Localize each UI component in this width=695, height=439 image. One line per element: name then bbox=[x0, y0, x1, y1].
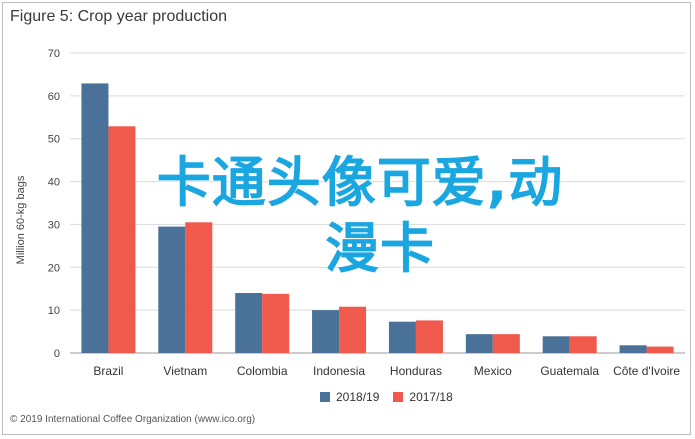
y-tick-label: 50 bbox=[48, 134, 60, 146]
bar-201819-vietnam bbox=[158, 226, 186, 353]
bar-201718-vietnam bbox=[185, 222, 213, 353]
overlay-line-2: 漫卡 bbox=[325, 217, 435, 280]
bar-201819-ctedivoire bbox=[619, 345, 647, 353]
legend-label: 2018/19 bbox=[336, 390, 380, 404]
bar-201819-colombia bbox=[235, 293, 263, 353]
y-tick-label: 0 bbox=[54, 348, 60, 360]
bar-201718-mexico bbox=[492, 334, 520, 353]
bar-201819-indonesia bbox=[312, 310, 340, 353]
x-tick-label: Guatemala bbox=[540, 364, 599, 378]
bar-201718-indonesia bbox=[339, 306, 367, 353]
watermark-overlay-text: 卡通头像可爱,动 漫卡 bbox=[60, 150, 660, 282]
legend-swatch bbox=[320, 392, 330, 402]
x-tick-label: Côte d'Ivoire bbox=[613, 364, 680, 378]
y-tick-label: 10 bbox=[48, 305, 60, 317]
overlay-line-1: 卡通头像可爱,动 bbox=[156, 151, 564, 214]
x-tick-label: Vietnam bbox=[163, 364, 207, 378]
chart-title: Figure 5: Crop year production bbox=[10, 8, 227, 25]
bar-201718-guatemala bbox=[569, 336, 597, 353]
legend-item-series-1: 2018/19 bbox=[320, 390, 379, 404]
bar-201819-honduras bbox=[388, 321, 416, 353]
y-tick-label: 70 bbox=[48, 48, 60, 60]
x-tick-label: Honduras bbox=[390, 364, 442, 378]
y-tick-label: 20 bbox=[48, 262, 60, 274]
source-footer: © 2019 International Coffee Organization… bbox=[10, 414, 256, 425]
x-tick-label: Colombia bbox=[237, 364, 288, 378]
x-tick-label: Brazil bbox=[93, 364, 123, 378]
bar-201718-honduras bbox=[415, 320, 443, 353]
x-tick-label: Mexico bbox=[474, 364, 512, 378]
legend: 2018/19 2017/18 bbox=[320, 390, 453, 404]
legend-swatch bbox=[393, 392, 404, 402]
legend-item-series-2: 2017/18 bbox=[393, 390, 453, 404]
bar-201718-ctedivoire bbox=[646, 346, 674, 353]
bar-201819-mexico bbox=[465, 334, 493, 353]
y-tick-label: 30 bbox=[48, 219, 60, 231]
x-tick-label: Indonesia bbox=[313, 364, 365, 378]
legend-label: 2017/18 bbox=[409, 390, 453, 404]
bar-201819-brazil bbox=[81, 83, 109, 353]
bar-201819-guatemala bbox=[542, 336, 570, 353]
bar-201718-colombia bbox=[262, 293, 290, 353]
y-tick-label: 40 bbox=[48, 177, 60, 189]
y-tick-label: 60 bbox=[48, 91, 60, 103]
bar-201718-brazil bbox=[108, 126, 136, 354]
